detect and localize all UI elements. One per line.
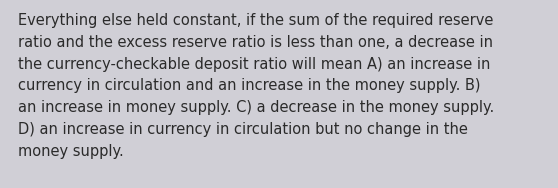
Text: money supply.: money supply. xyxy=(18,144,124,159)
Text: the currency-checkable deposit ratio will mean A) an increase in: the currency-checkable deposit ratio wil… xyxy=(18,57,490,72)
Text: an increase in money supply. C) a decrease in the money supply.: an increase in money supply. C) a decrea… xyxy=(18,100,494,115)
Text: ratio and the excess reserve ratio is less than one, a decrease in: ratio and the excess reserve ratio is le… xyxy=(18,35,493,50)
Text: Everything else held constant, if the sum of the required reserve: Everything else held constant, if the su… xyxy=(18,13,493,28)
Text: currency in circulation and an increase in the money supply. B): currency in circulation and an increase … xyxy=(18,78,480,93)
Text: D) an increase in currency in circulation but no change in the: D) an increase in currency in circulatio… xyxy=(18,122,468,137)
